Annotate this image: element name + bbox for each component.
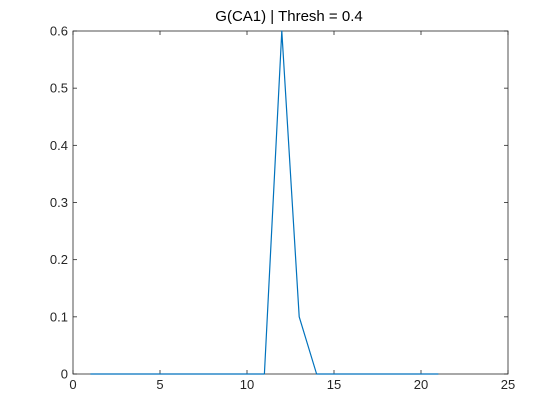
y-tick-label: 0.4 <box>50 138 68 153</box>
y-tick-label: 0.3 <box>50 195 68 210</box>
series-group <box>90 30 439 375</box>
x-tick-label: 5 <box>156 377 163 392</box>
plot-area <box>72 30 509 375</box>
x-tick-label: 20 <box>414 377 428 392</box>
axis-ticks <box>72 30 509 375</box>
x-tick-label: 10 <box>240 377 254 392</box>
y-tick-label: 0.1 <box>50 309 68 324</box>
axis-tick-labels: 0 5 10 15 20 25 0 0.1 0.2 0.3 0.4 0.5 0.6 <box>50 24 515 393</box>
y-tick-label: 0 <box>61 367 68 382</box>
x-tick-label: 0 <box>69 377 76 392</box>
x-tick-label: 15 <box>327 377 341 392</box>
series-line <box>90 30 439 375</box>
chart-title: G(CA1) | Thresh = 0.4 <box>215 8 362 25</box>
y-tick-label: 0.6 <box>50 24 68 39</box>
y-tick-label: 0.2 <box>50 252 68 267</box>
y-tick-label: 0.5 <box>50 81 68 96</box>
x-tick-label: 25 <box>501 377 515 392</box>
